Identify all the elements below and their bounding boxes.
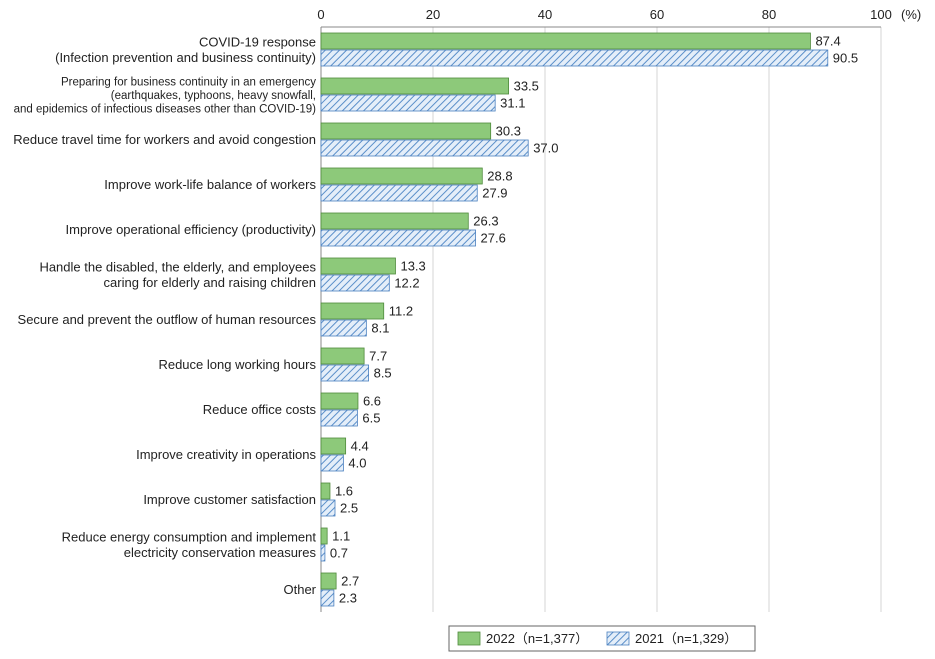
value-label-2021: 4.0	[348, 456, 366, 471]
value-label-2022: 87.4	[815, 34, 840, 49]
x-tick-label: 40	[538, 7, 552, 22]
bar-2022	[320, 212, 469, 230]
bar-2021	[320, 274, 390, 292]
legend-swatch-2021	[606, 631, 630, 646]
x-tick-label: 100	[870, 7, 892, 22]
bar-2021	[320, 184, 478, 202]
bar-2021	[320, 499, 336, 517]
category-label: (Infection prevention and business conti…	[55, 50, 316, 65]
bar-2022	[320, 437, 347, 455]
bar-2021	[320, 229, 476, 247]
value-label-2021: 8.5	[374, 366, 392, 381]
bar-2021	[320, 94, 496, 112]
bar-2021	[320, 139, 529, 157]
bar-2022	[320, 257, 396, 275]
value-label-2021: 8.1	[371, 321, 389, 336]
x-tick-label: 0	[317, 7, 324, 22]
bar-2021	[320, 409, 358, 427]
value-label-2022: 33.5	[514, 79, 539, 94]
category-label: Improve creativity in operations	[136, 447, 316, 462]
bar-2022	[320, 527, 328, 545]
value-label-2022: 13.3	[400, 259, 425, 274]
bar-2021	[320, 544, 326, 562]
value-label-2021: 12.2	[394, 276, 419, 291]
category-label: Secure and prevent the outflow of human …	[18, 312, 317, 327]
bar-2022	[320, 167, 483, 185]
bar-2021	[320, 364, 369, 382]
legend-box	[448, 625, 756, 652]
gridlines	[320, 26, 882, 612]
bar-2022	[320, 302, 385, 320]
bar-2021	[320, 454, 344, 472]
category-label: (earthquakes, typhoons, heavy snowfall,	[111, 90, 316, 102]
bar-2022	[320, 347, 365, 365]
category-label: COVID-19 response	[199, 34, 316, 49]
bar-2022	[320, 482, 331, 500]
value-label-2021: 2.3	[339, 591, 357, 606]
value-label-2022: 2.7	[341, 574, 359, 589]
bar-2021	[320, 589, 335, 607]
legend-swatch-2022	[457, 631, 481, 646]
value-label-2021: 31.1	[500, 96, 525, 111]
x-tick-label: 20	[426, 7, 440, 22]
category-label: Reduce energy consumption and implement	[62, 529, 317, 544]
value-label-2022: 4.4	[351, 439, 369, 454]
value-label-2021: 2.5	[340, 501, 358, 516]
bar-2021	[320, 319, 367, 337]
value-label-2022: 1.1	[332, 529, 350, 544]
legend: 2022（n=1,377） 2021（n=1,329）	[448, 625, 756, 652]
bar-2022	[320, 392, 359, 410]
category-label: and epidemics of infectious diseases oth…	[14, 104, 317, 116]
x-tick-label: 60	[650, 7, 664, 22]
x-axis-ticks: 0 20 40 60 80 100	[317, 7, 891, 22]
value-label-2021: 27.6	[481, 231, 506, 246]
value-labels: 87.4 90.5 33.5 31.1 30.3 37.0 28.8 27.9 26.3 27.6…	[330, 34, 858, 606]
bar-2021	[320, 49, 829, 67]
bars	[320, 32, 829, 607]
legend-label-2022: 2022（n=1,377）	[486, 631, 588, 646]
value-label-2022: 11.2	[389, 304, 413, 319]
category-label: Handle the disabled, the elderly, and em…	[39, 259, 316, 274]
x-tick-label: 80	[762, 7, 776, 22]
value-label-2022: 30.3	[496, 124, 521, 139]
value-label-2022: 1.6	[335, 484, 353, 499]
category-label: Improve customer satisfaction	[143, 492, 316, 507]
value-label-2021: 90.5	[833, 51, 858, 66]
category-label: Reduce long working hours	[158, 357, 316, 372]
bar-2022	[320, 77, 510, 95]
category-label: Improve operational efficiency (producti…	[66, 222, 317, 237]
value-label-2021: 27.9	[482, 186, 507, 201]
value-label-2022: 6.6	[363, 394, 381, 409]
value-label-2022: 28.8	[487, 169, 512, 184]
value-label-2022: 7.7	[369, 349, 387, 364]
legend-label-2021: 2021（n=1,329）	[635, 631, 737, 646]
bar-2022	[320, 122, 492, 140]
category-label: Other	[283, 582, 316, 597]
value-label-2021: 0.7	[330, 546, 348, 561]
value-label-2021: 37.0	[533, 141, 558, 156]
category-label: Reduce travel time for workers and avoid…	[13, 132, 316, 147]
category-label: caring for elderly and raising children	[104, 275, 316, 290]
category-label: Improve work-life balance of workers	[104, 177, 316, 192]
value-label-2021: 6.5	[362, 411, 380, 426]
axis-unit-label: (%)	[901, 7, 921, 22]
value-label-2022: 26.3	[473, 214, 498, 229]
category-label: electricity conservation measures	[124, 545, 317, 560]
bar-2022	[320, 572, 337, 590]
category-label: Preparing for business continuity in an …	[61, 77, 316, 89]
category-label: Reduce office costs	[203, 402, 317, 417]
category-labels: COVID-19 response(Infection prevention a…	[13, 34, 316, 597]
bar-2022	[320, 32, 811, 50]
